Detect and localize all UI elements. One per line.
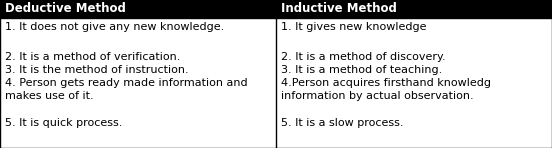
Text: 1. It does not give any new knowledge.: 1. It does not give any new knowledge. xyxy=(5,22,224,32)
Text: 5. It is a slow process.: 5. It is a slow process. xyxy=(281,118,404,128)
Text: 1. It gives new knowledge: 1. It gives new knowledge xyxy=(281,22,427,32)
Text: 4.Person acquires firsthand knowledg: 4.Person acquires firsthand knowledg xyxy=(281,78,491,88)
Text: information by actual observation.: information by actual observation. xyxy=(281,91,474,101)
Text: makes use of it.: makes use of it. xyxy=(5,91,94,101)
Text: 5. It is quick process.: 5. It is quick process. xyxy=(5,118,123,128)
Text: 2. It is a method of verification.: 2. It is a method of verification. xyxy=(5,52,181,62)
Text: 3. It is a method of teaching.: 3. It is a method of teaching. xyxy=(281,65,442,75)
Text: Inductive Method: Inductive Method xyxy=(281,3,397,16)
Text: 2. It is a method of discovery.: 2. It is a method of discovery. xyxy=(281,52,445,62)
Text: 4. Person gets ready made information and: 4. Person gets ready made information an… xyxy=(5,78,248,88)
Text: 3. It is the method of instruction.: 3. It is the method of instruction. xyxy=(5,65,189,75)
Text: Deductive Method: Deductive Method xyxy=(5,3,126,16)
Bar xyxy=(0,0,552,18)
